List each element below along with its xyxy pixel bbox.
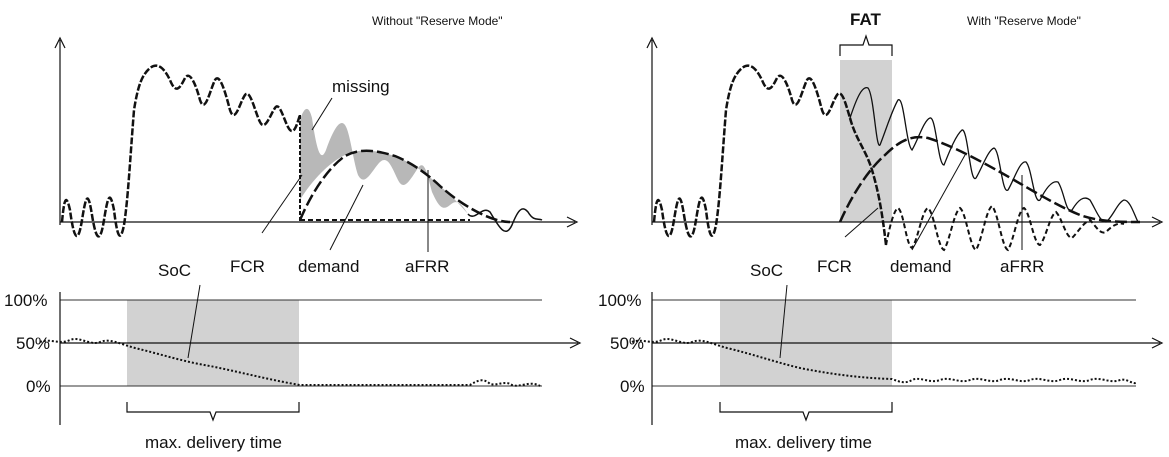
soc-label-right: SoC bbox=[750, 261, 783, 280]
soc-curve-right bbox=[631, 338, 1137, 385]
soc-pointer-right bbox=[779, 284, 788, 359]
panel-with-reserve-mode: With "Reserve Mode" FAT FCR demand aFRR bbox=[598, 10, 1164, 452]
demand-pointer-right bbox=[911, 154, 966, 251]
upper-x-axis-arrow-right bbox=[1151, 216, 1164, 228]
soc-tick-50-right: 50% bbox=[610, 334, 644, 353]
fat-brace bbox=[839, 34, 893, 56]
afrr-label-right: aFRR bbox=[1000, 257, 1044, 276]
soc-axis-arrow-right bbox=[1151, 337, 1164, 349]
total-signal-curve-right bbox=[652, 64, 852, 238]
panel-without-reserve-mode: Without "Reserve Mode" missing FCR deman… bbox=[4, 14, 582, 452]
demand-curve-right bbox=[838, 136, 1141, 224]
fcr-pointer bbox=[261, 174, 303, 234]
demand-label: demand bbox=[298, 257, 359, 276]
fcr-curve-right bbox=[848, 117, 888, 246]
panel-title-with: With "Reserve Mode" bbox=[967, 14, 1081, 28]
upper-y-axis-arrow bbox=[54, 36, 66, 49]
soc-tick-100: 100% bbox=[4, 291, 47, 310]
missing-pointer bbox=[311, 97, 333, 131]
fat-shade bbox=[840, 60, 892, 222]
total-after-fat-curve bbox=[849, 87, 1139, 223]
max-delivery-label: max. delivery time bbox=[145, 433, 282, 452]
max-delivery-brace-right bbox=[719, 402, 893, 422]
afrr-tail-curve bbox=[467, 208, 543, 232]
soc-pointer bbox=[187, 284, 201, 359]
upper-y-axis-arrow-right bbox=[646, 36, 658, 49]
fat-label: FAT bbox=[850, 10, 881, 29]
upper-x-axis-arrow bbox=[566, 216, 579, 228]
demand-pointer bbox=[329, 184, 364, 251]
soc-curve bbox=[39, 338, 541, 387]
soc-label: SoC bbox=[158, 261, 191, 280]
max-delivery-brace bbox=[126, 402, 300, 422]
demand-label-right: demand bbox=[890, 257, 951, 276]
fcr-label-right: FCR bbox=[817, 257, 852, 276]
fcr-pointer-right bbox=[844, 207, 879, 238]
total-signal-curve bbox=[60, 64, 302, 238]
fcr-label: FCR bbox=[230, 257, 265, 276]
soc-tick-0: 0% bbox=[26, 377, 51, 396]
demand-curve bbox=[298, 149, 511, 224]
soc-tick-100-right: 100% bbox=[598, 291, 641, 310]
afrr-curve-right bbox=[885, 204, 1125, 252]
panel-title-without: Without "Reserve Mode" bbox=[372, 14, 503, 28]
missing-label: missing bbox=[332, 77, 390, 96]
missing-area bbox=[300, 108, 468, 214]
afrr-label: aFRR bbox=[405, 257, 449, 276]
soc-tick-0-right: 0% bbox=[620, 377, 645, 396]
soc-axis-arrow bbox=[569, 337, 582, 349]
soc-tick-50: 50% bbox=[16, 334, 50, 353]
max-delivery-label-right: max. delivery time bbox=[735, 433, 872, 452]
